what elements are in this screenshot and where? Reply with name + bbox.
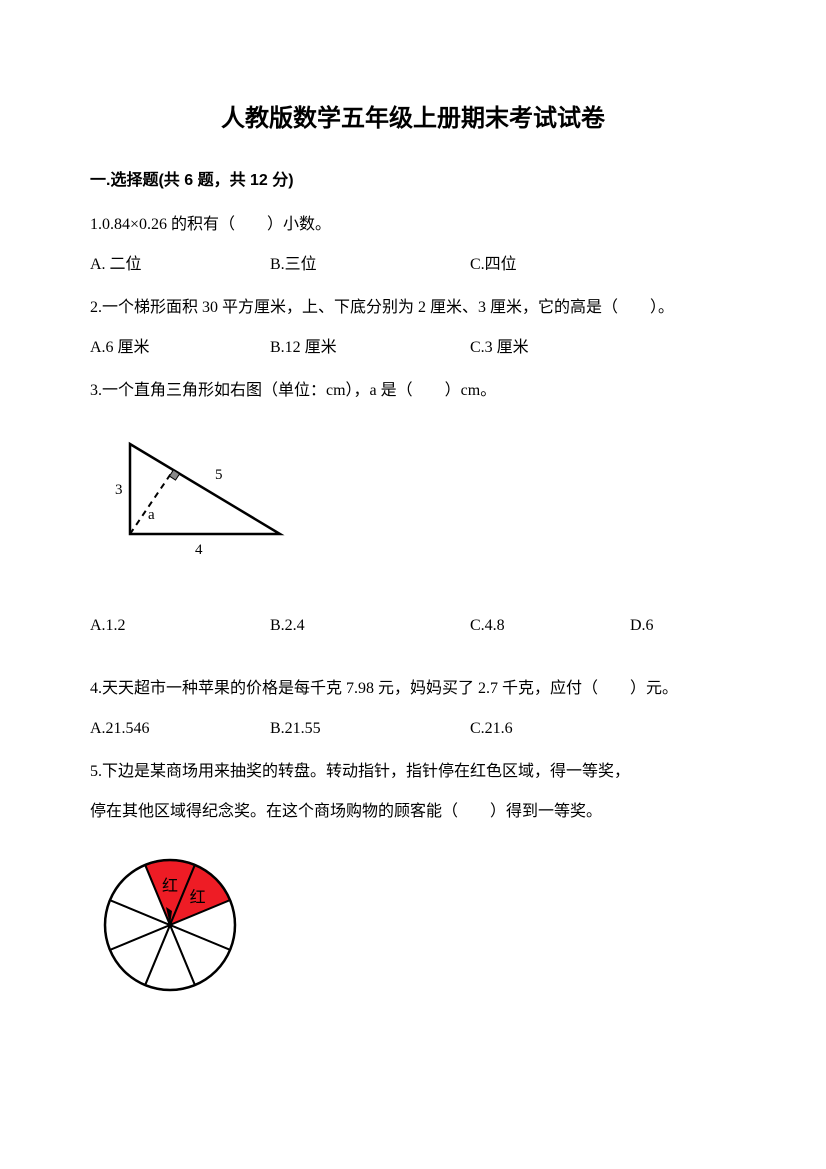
option-b: B.21.55 bbox=[270, 716, 470, 742]
spinner-red-label: 红 bbox=[162, 877, 178, 895]
option-a: A.1.2 bbox=[90, 613, 270, 639]
question-5: 5.下边是某商场用来抽奖的转盘。转动指针，指针停在红色区域，得一等奖， 停在其他… bbox=[90, 759, 736, 1013]
altitude-line bbox=[130, 470, 173, 534]
question-3: 3.一个直角三角形如右图（单位：cm），a 是（ ）cm。 3 5 4 a A.… bbox=[90, 378, 736, 638]
label-4: 4 bbox=[195, 542, 203, 558]
section-header: 一.选择题(共 6 题，共 12 分) bbox=[90, 168, 736, 194]
options: A. 二位 B.三位 C.四位 bbox=[90, 252, 736, 278]
question-4: 4.天天超市一种苹果的价格是每千克 7.98 元，妈妈买了 2.7 千克，应付（… bbox=[90, 676, 736, 741]
option-c: C.21.6 bbox=[470, 716, 650, 742]
question-1: 1.0.84×0.26 的积有（ ）小数。 A. 二位 B.三位 C.四位 bbox=[90, 212, 736, 277]
page-title: 人教版数学五年级上册期末考试试卷 bbox=[90, 100, 736, 138]
question-text: 3.一个直角三角形如右图（单位：cm），a 是（ ）cm。 bbox=[90, 378, 736, 404]
option-c: C.3 厘米 bbox=[470, 335, 650, 361]
options: A.1.2 B.2.4 C.4.8 D.6 bbox=[90, 613, 736, 639]
option-c: C.4.8 bbox=[470, 613, 630, 639]
spinner-hub bbox=[168, 922, 173, 927]
question-text: 4.天天超市一种苹果的价格是每千克 7.98 元，妈妈买了 2.7 千克，应付（… bbox=[90, 676, 736, 702]
options: A.21.546 B.21.55 C.21.6 bbox=[90, 716, 736, 742]
triangle-figure: 3 5 4 a bbox=[90, 424, 736, 573]
label-5: 5 bbox=[215, 467, 223, 483]
label-a: a bbox=[148, 507, 155, 523]
spinner-group: 红红 bbox=[105, 860, 235, 990]
option-a: A.21.546 bbox=[90, 716, 270, 742]
option-c: C.四位 bbox=[470, 252, 650, 278]
options: A.6 厘米 B.12 厘米 C.3 厘米 bbox=[90, 335, 736, 361]
label-3: 3 bbox=[115, 482, 123, 498]
question-text-line2: 停在其他区域得纪念奖。在这个商场购物的顾客能（ ）得到一等奖。 bbox=[90, 799, 736, 825]
option-a: A.6 厘米 bbox=[90, 335, 270, 361]
option-a: A. 二位 bbox=[90, 252, 270, 278]
option-b: B.12 厘米 bbox=[270, 335, 470, 361]
option-d: D.6 bbox=[630, 613, 710, 639]
question-text-line1: 5.下边是某商场用来抽奖的转盘。转动指针，指针停在红色区域，得一等奖， bbox=[90, 759, 736, 785]
option-b: B.2.4 bbox=[270, 613, 470, 639]
triangle-svg: 3 5 4 a bbox=[90, 424, 310, 564]
spinner-figure: 红红 bbox=[90, 845, 736, 1014]
question-text: 1.0.84×0.26 的积有（ ）小数。 bbox=[90, 212, 736, 238]
spinner-red-label: 红 bbox=[190, 888, 206, 906]
question-2: 2.一个梯形面积 30 平方厘米，上、下底分别为 2 厘米、3 厘米，它的高是（… bbox=[90, 295, 736, 360]
question-text: 2.一个梯形面积 30 平方厘米，上、下底分别为 2 厘米、3 厘米，它的高是（… bbox=[90, 295, 736, 321]
spinner-svg: 红红 bbox=[90, 845, 250, 1005]
option-b: B.三位 bbox=[270, 252, 470, 278]
